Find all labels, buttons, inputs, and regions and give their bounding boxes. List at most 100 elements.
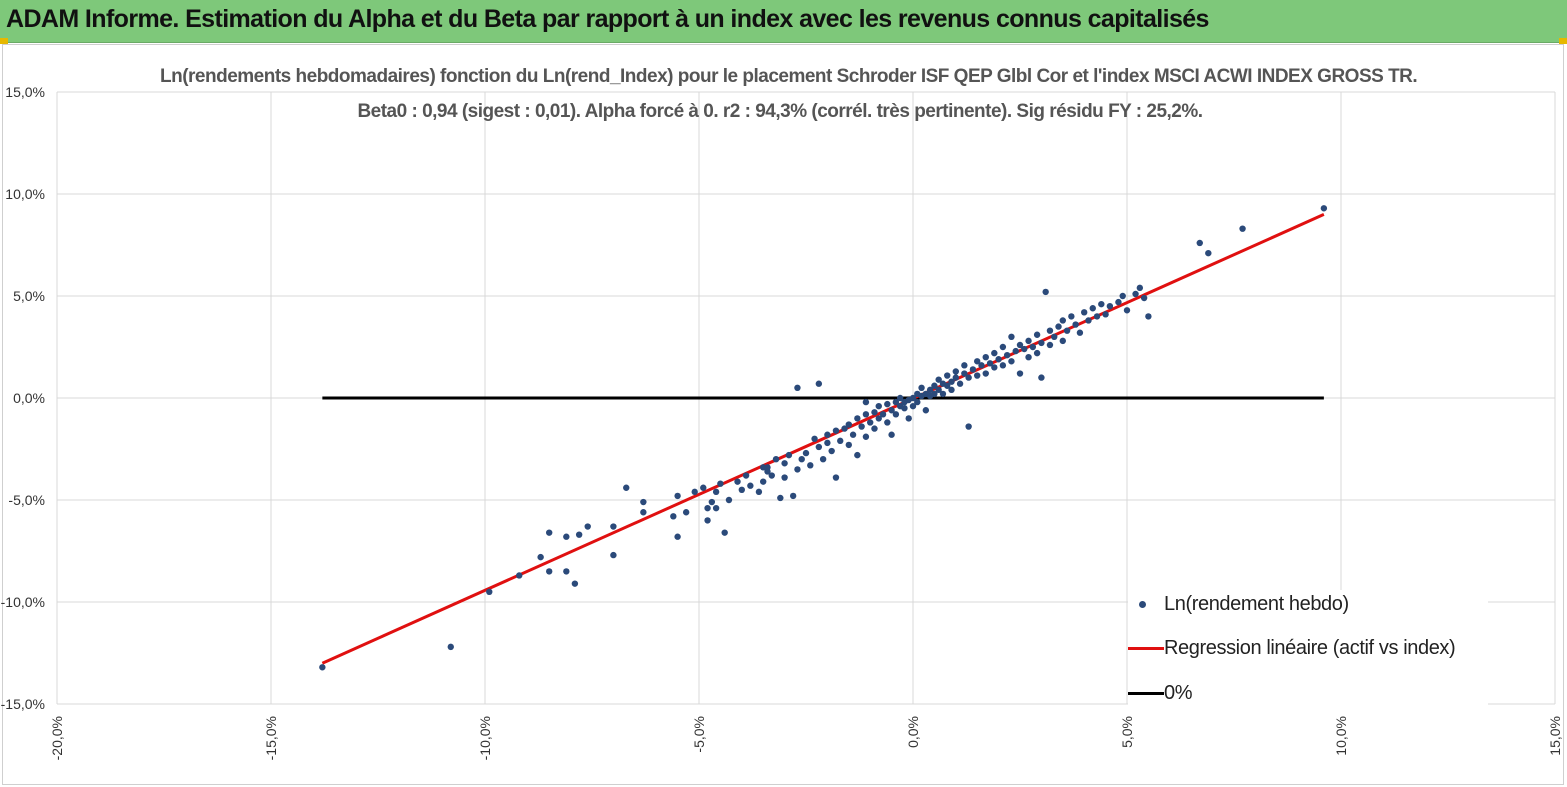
data-point	[1085, 317, 1092, 324]
data-point	[670, 513, 677, 520]
data-point	[901, 405, 908, 412]
data-point	[1021, 345, 1028, 353]
data-point	[952, 374, 959, 381]
data-point	[1016, 341, 1024, 349]
legend-item-scatter: Ln(rendement hebdo)	[1128, 590, 1488, 620]
data-point	[961, 362, 968, 369]
data-point	[978, 362, 985, 369]
data-point	[909, 402, 917, 410]
data-point	[571, 580, 579, 587]
data-point	[1119, 292, 1126, 300]
data-point	[892, 398, 900, 406]
data-point	[1136, 284, 1144, 292]
data-point	[1145, 313, 1152, 320]
data-point	[854, 451, 861, 459]
data-point	[1038, 374, 1045, 381]
x-tick-label: -10,0%	[477, 716, 493, 760]
legend-item-zero: 0%	[1128, 679, 1488, 709]
data-point	[623, 484, 630, 491]
data-point	[832, 474, 840, 481]
data-point	[721, 529, 728, 536]
data-point	[1072, 321, 1079, 328]
data-point	[1115, 298, 1122, 306]
data-point	[447, 643, 454, 651]
data-point	[991, 364, 998, 371]
data-point	[909, 394, 917, 402]
data-point	[965, 374, 972, 381]
data-point	[944, 382, 951, 389]
data-point	[832, 427, 840, 434]
data-point	[682, 509, 690, 516]
data-point	[725, 496, 733, 504]
data-point	[807, 462, 814, 469]
data-point	[944, 372, 951, 379]
legend: Ln(rendement hebdo) Regression linéaire …	[1128, 590, 1488, 710]
data-point	[1123, 307, 1131, 314]
data-point	[948, 386, 955, 394]
data-point	[674, 492, 681, 500]
y-tick-label: -15,0%	[1, 696, 45, 712]
data-point	[1051, 333, 1058, 340]
x-tick-label: 15,0%	[1547, 716, 1563, 756]
data-point	[1063, 327, 1071, 334]
data-point	[1046, 341, 1054, 349]
data-point	[845, 441, 852, 449]
data-point	[884, 419, 891, 426]
data-point	[563, 568, 570, 575]
data-point	[991, 349, 998, 357]
x-tick-label: -20,0%	[49, 716, 65, 760]
data-point	[781, 460, 788, 467]
data-point	[965, 423, 972, 430]
data-point	[1089, 305, 1096, 312]
data-point	[563, 533, 570, 540]
data-point	[974, 358, 981, 365]
data-point	[1102, 311, 1109, 318]
header-title: ADAM Informe. Estimation du Alpha et du …	[6, 5, 1209, 33]
x-tick-label: 0,0%	[905, 716, 921, 748]
legend-item-regression: Regression linéaire (actif vs index)	[1128, 634, 1488, 664]
data-point	[854, 415, 861, 422]
data-point	[712, 488, 720, 496]
data-point	[1033, 349, 1041, 357]
data-point	[858, 423, 865, 430]
data-point	[935, 386, 942, 394]
data-point	[755, 488, 763, 496]
data-point	[1059, 337, 1067, 345]
y-tick-label: 5,0%	[13, 288, 45, 304]
legend-marker-red-line-icon	[1128, 634, 1164, 664]
data-point	[1068, 313, 1075, 320]
data-point	[867, 419, 874, 426]
data-point	[738, 486, 745, 493]
data-point	[584, 523, 591, 530]
data-point	[837, 437, 844, 445]
data-point	[575, 531, 583, 538]
data-point	[939, 390, 947, 398]
data-point	[1320, 205, 1328, 212]
data-point	[486, 588, 493, 595]
data-point	[546, 568, 553, 575]
data-point	[610, 551, 617, 559]
data-point	[691, 488, 698, 496]
data-point	[931, 382, 938, 389]
data-point	[674, 533, 681, 540]
data-point	[1029, 343, 1037, 351]
data-point	[1046, 327, 1054, 334]
data-point	[862, 398, 870, 406]
data-point	[772, 456, 780, 463]
data-point	[742, 472, 750, 479]
data-point	[892, 411, 900, 418]
data-point	[708, 498, 716, 506]
chart-subtitle: Beta0 : 0,94 (sigest : 0,01). Alpha forc…	[357, 101, 1203, 122]
x-tick-label: -15,0%	[263, 716, 279, 760]
data-point	[794, 384, 801, 391]
data-point	[956, 380, 964, 387]
data-point	[712, 504, 720, 512]
data-point	[999, 362, 1007, 369]
data-point	[1025, 337, 1032, 345]
data-point	[760, 478, 767, 485]
data-point	[905, 415, 912, 422]
data-point	[961, 370, 968, 377]
data-point	[935, 376, 942, 383]
y-tick-label: 10,0%	[5, 186, 45, 202]
